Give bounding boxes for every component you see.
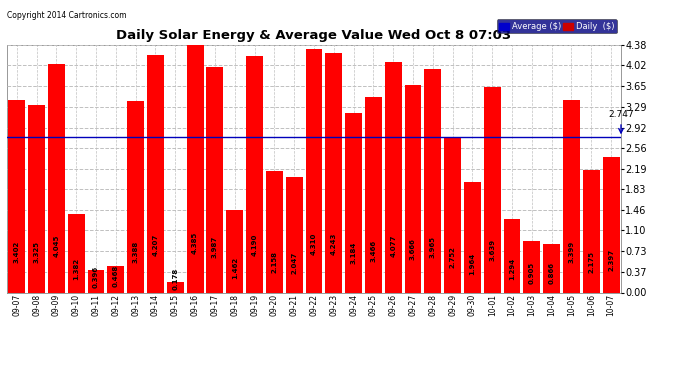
- Bar: [28, 105, 45, 292]
- Bar: [484, 87, 501, 292]
- Bar: [226, 210, 243, 292]
- Bar: [88, 270, 104, 292]
- Bar: [167, 282, 184, 292]
- Text: 3.325: 3.325: [34, 241, 39, 263]
- Bar: [524, 242, 540, 292]
- Text: 3.402: 3.402: [14, 240, 20, 262]
- Text: 2.397: 2.397: [608, 249, 614, 271]
- Text: 2.158: 2.158: [271, 251, 277, 273]
- Bar: [563, 100, 580, 292]
- Text: 3.184: 3.184: [351, 242, 357, 264]
- Text: 2.175: 2.175: [589, 251, 594, 273]
- Text: 4.243: 4.243: [331, 233, 337, 255]
- Text: 4.045: 4.045: [53, 235, 59, 257]
- Text: 2.747: 2.747: [608, 110, 634, 133]
- Text: 1.382: 1.382: [73, 258, 79, 280]
- Bar: [385, 62, 402, 292]
- Text: 4.077: 4.077: [390, 234, 396, 257]
- Bar: [543, 244, 560, 292]
- Text: 3.399: 3.399: [569, 240, 575, 262]
- Bar: [583, 170, 600, 292]
- Text: 0.178: 0.178: [172, 268, 178, 290]
- Text: 1.964: 1.964: [469, 252, 475, 275]
- Text: Copyright 2014 Cartronics.com: Copyright 2014 Cartronics.com: [7, 11, 126, 20]
- Text: 4.310: 4.310: [311, 232, 317, 255]
- Bar: [206, 67, 224, 292]
- Bar: [286, 177, 302, 292]
- Bar: [326, 53, 342, 292]
- Bar: [187, 45, 204, 292]
- Bar: [444, 137, 461, 292]
- Bar: [266, 171, 283, 292]
- Bar: [602, 157, 620, 292]
- Text: 1.462: 1.462: [232, 257, 238, 279]
- Bar: [365, 97, 382, 292]
- Bar: [404, 86, 422, 292]
- Text: 3.666: 3.666: [410, 238, 416, 260]
- Text: 3.388: 3.388: [132, 240, 139, 262]
- Text: 4.190: 4.190: [252, 234, 257, 256]
- Bar: [48, 64, 65, 292]
- Text: 2.752: 2.752: [450, 246, 455, 268]
- Title: Daily Solar Energy & Average Value Wed Oct 8 07:03: Daily Solar Energy & Average Value Wed O…: [117, 30, 511, 42]
- Text: 0.468: 0.468: [113, 265, 119, 287]
- Text: 0.396: 0.396: [93, 266, 99, 288]
- Text: 4.385: 4.385: [192, 232, 198, 254]
- Bar: [464, 182, 481, 292]
- Bar: [127, 101, 144, 292]
- Bar: [68, 214, 85, 292]
- Bar: [424, 69, 441, 292]
- Bar: [306, 49, 322, 292]
- Text: 2.047: 2.047: [291, 252, 297, 274]
- Bar: [147, 55, 164, 292]
- Legend: Average ($), Daily  ($): Average ($), Daily ($): [497, 20, 617, 33]
- Bar: [108, 266, 124, 292]
- Bar: [504, 219, 520, 292]
- Bar: [246, 56, 263, 292]
- Text: 0.866: 0.866: [549, 262, 555, 284]
- Bar: [345, 112, 362, 292]
- Text: 1.294: 1.294: [509, 258, 515, 280]
- Bar: [8, 100, 26, 292]
- Text: 0.905: 0.905: [529, 262, 535, 284]
- Text: 4.207: 4.207: [152, 234, 159, 256]
- Text: 3.466: 3.466: [371, 240, 376, 262]
- Text: 3.965: 3.965: [430, 236, 436, 258]
- Text: 3.639: 3.639: [489, 238, 495, 261]
- Text: 3.987: 3.987: [212, 236, 218, 258]
